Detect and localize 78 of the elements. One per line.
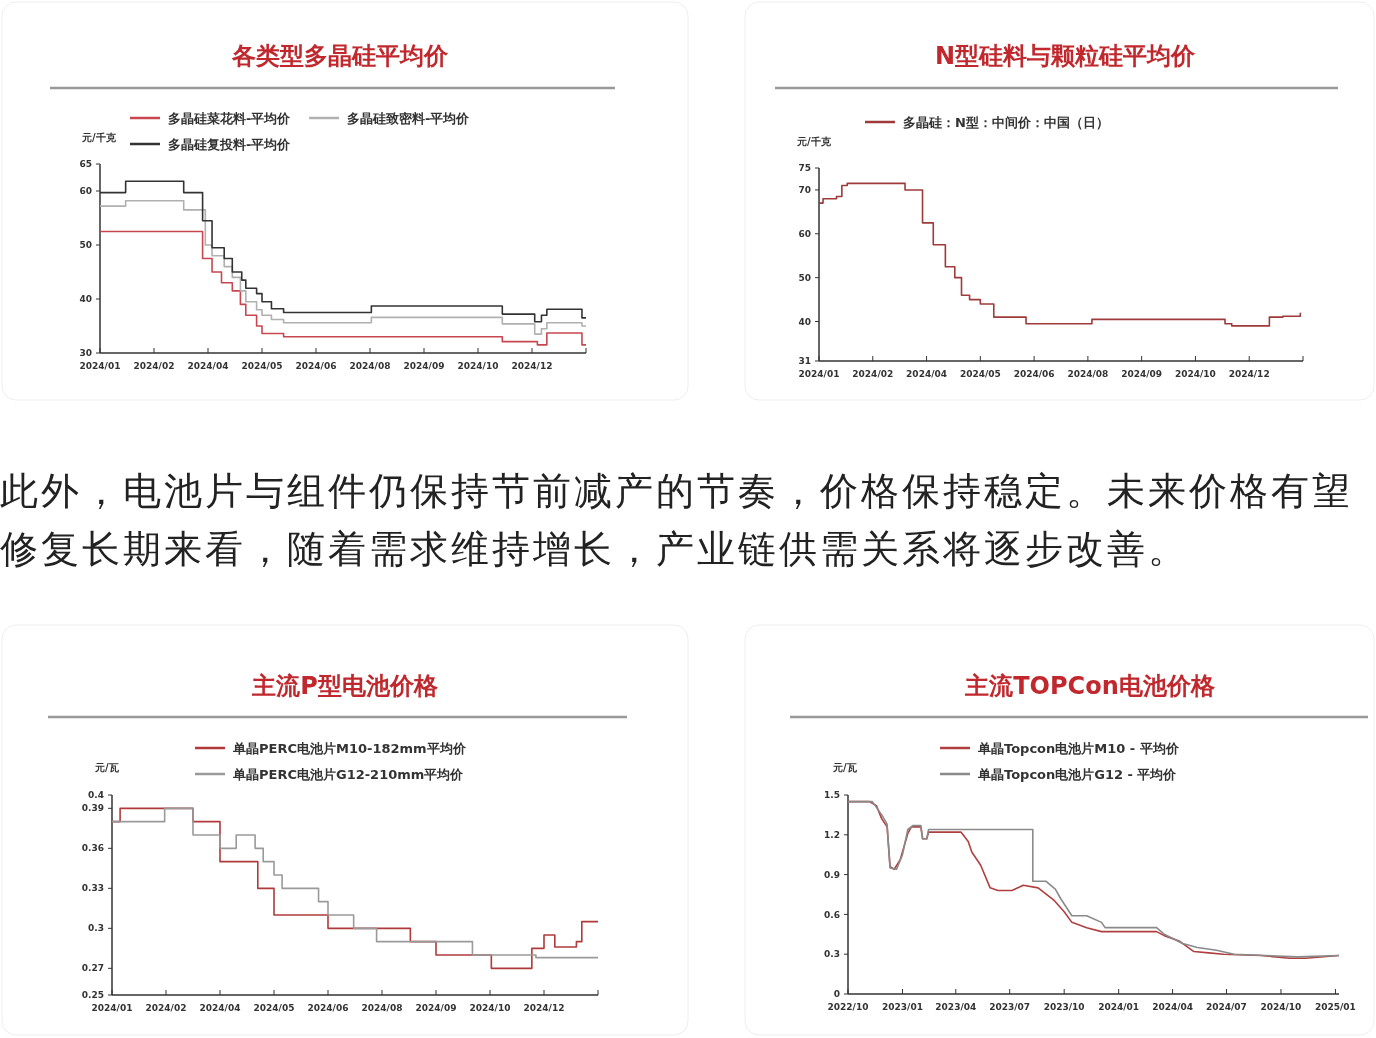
legend-label: 单晶Topcon电池片M10 - 平均价 <box>977 740 1180 756</box>
x-tick-label: 2024/04 <box>906 369 947 379</box>
x-tick-label: 2024/10 <box>1175 369 1216 379</box>
y-tick-label: 0.39 <box>81 803 104 814</box>
x-tick-label: 2024/10 <box>469 1003 511 1013</box>
x-tick-label: 2024/10 <box>457 361 499 371</box>
y-tick-label: 1.2 <box>824 829 840 840</box>
legend-label: 多晶硅：N型：中间价：中国（日） <box>903 114 1109 130</box>
y-axis-title: 元/瓦 <box>832 762 857 773</box>
x-tick-label: 2024/02 <box>852 369 894 379</box>
y-tick-label: 50 <box>79 240 92 251</box>
y-tick-label: 50 <box>798 272 811 283</box>
y-tick-label: 40 <box>79 294 92 305</box>
y-tick-label: 0.3 <box>88 923 104 934</box>
x-tick-label: 2023/01 <box>882 1002 923 1012</box>
x-tick-label: 2024/06 <box>295 361 337 371</box>
x-tick-label: 2024/04 <box>1152 1002 1194 1012</box>
y-tick-label: 0 <box>833 989 840 1000</box>
y-axis-title: 元/千克 <box>81 132 117 143</box>
x-tick-label: 2023/10 <box>1043 1002 1085 1012</box>
y-tick-label: 0.27 <box>81 963 104 974</box>
y-tick-label: 0.33 <box>81 883 104 894</box>
x-tick-label: 2024/12 <box>523 1003 565 1013</box>
x-tick-label: 2023/07 <box>989 1002 1031 1012</box>
x-tick-label: 2024/09 <box>415 1003 457 1013</box>
x-tick-label: 2024/06 <box>307 1003 349 1013</box>
y-tick-label: 60 <box>79 186 92 197</box>
x-tick-label: 2023/04 <box>935 1002 977 1012</box>
text: 此外，电池片与组件仍保持节前减产的节奏，价格保持稳定。未来价格有望修复长期来看，随着需求维持增长，产业链供需关系将逐步改善。 <box>0 468 1354 573</box>
y-tick-label: 65 <box>79 159 92 170</box>
x-tick-label: 2024/08 <box>349 361 391 371</box>
legend-label: 多晶硅菜花料-平均价 <box>168 110 292 126</box>
x-tick-label: 2024/02 <box>133 361 175 371</box>
x-tick-label: 2024/02 <box>145 1003 187 1013</box>
y-tick-label: 31 <box>798 356 811 367</box>
legend-label: 单晶PERC电池片M10-182mm平均价 <box>232 740 467 756</box>
x-tick-label: 2024/04 <box>199 1003 241 1013</box>
chart-title: 各类型多晶硅平均价 <box>231 42 449 70</box>
y-axis-title: 元/瓦 <box>94 762 119 773</box>
legend-label: 单晶PERC电池片G12-210mm平均价 <box>232 766 465 782</box>
x-tick-label: 2024/06 <box>1013 369 1055 379</box>
y-tick-label: 0.3 <box>824 949 840 960</box>
x-tick-label: 2024/12 <box>511 361 553 371</box>
legend-label: 多晶硅致密料-平均价 <box>347 110 471 126</box>
y-tick-label: 60 <box>798 228 811 239</box>
legend-label: 单晶Topcon电池片G12 - 平均价 <box>977 766 1178 782</box>
x-tick-label: 2024/10 <box>1260 1002 1302 1012</box>
y-tick-label: 30 <box>79 348 92 359</box>
x-tick-label: 2024/01 <box>91 1003 133 1013</box>
x-tick-label: 2022/10 <box>827 1002 869 1012</box>
x-tick-label: 2024/04 <box>187 361 229 371</box>
x-tick-label: 2024/07 <box>1206 1002 1247 1012</box>
x-tick-label: 2024/01 <box>798 369 840 379</box>
chart-title: N型硅料与颗粒硅平均价 <box>934 42 1197 70</box>
y-tick-label: 0.4 <box>88 790 104 801</box>
x-tick-label: 2024/12 <box>1228 369 1270 379</box>
x-tick-label: 2024/01 <box>79 361 121 371</box>
x-tick-label: 2024/09 <box>403 361 445 371</box>
y-tick-label: 70 <box>798 185 811 196</box>
x-tick-label: 2024/05 <box>253 1003 295 1013</box>
y-tick-label: 0.36 <box>81 843 104 854</box>
x-tick-label: 2024/01 <box>1098 1002 1140 1012</box>
y-tick-label: 75 <box>798 163 811 174</box>
chart-title: 主流P型电池价格 <box>251 672 439 700</box>
chart-title: 主流TOPCon电池价格 <box>964 672 1216 700</box>
x-tick-label: 2024/09 <box>1121 369 1163 379</box>
y-tick-label: 0.9 <box>824 869 840 880</box>
x-tick-label: 2024/08 <box>1067 369 1109 379</box>
y-tick-label: 40 <box>798 316 811 327</box>
x-tick-label: 2024/05 <box>959 369 1001 379</box>
y-axis-title: 元/千克 <box>796 136 832 147</box>
x-tick-label: 2024/08 <box>361 1003 403 1013</box>
y-tick-label: 0.6 <box>824 909 840 920</box>
y-tick-label: 1.5 <box>824 790 840 801</box>
x-tick-label: 2025/01 <box>1315 1002 1356 1012</box>
x-tick-label: 2024/05 <box>241 361 283 371</box>
legend-label: 多晶硅复投料-平均价 <box>168 136 292 152</box>
y-tick-label: 0.25 <box>81 990 104 1001</box>
